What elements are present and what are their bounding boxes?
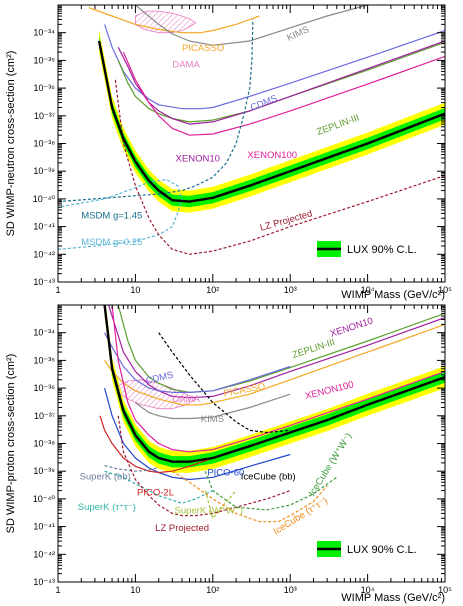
annotation-msdm-g-0-25: MSDM g=0.25 (81, 237, 142, 248)
annotation-xenon100: XENON100 (304, 379, 355, 402)
y-tick-label: 10⁻⁴¹ (33, 522, 55, 532)
annotation-picasso: PICASSO (182, 43, 224, 54)
series-zeplin-iii (117, 41, 445, 123)
y-tick-label: 10⁻⁴³ (33, 577, 55, 587)
plot-area (99, 305, 445, 523)
lux-band-green (99, 35, 445, 208)
y-tick-label: 10⁻⁴⁰ (33, 494, 56, 504)
annotation-pico-60: PICO-60 (207, 467, 244, 478)
series-kims (135, 393, 291, 420)
y-axis-label: SD WIMP-proton cross-section (cm²) (5, 354, 17, 534)
annotation-xenon100: XENON100 (247, 150, 297, 161)
annotation-superk: SuperK (τ⁺τ⁻) (78, 502, 136, 513)
y-tick-label: 10⁻³⁹ (33, 166, 55, 176)
panel-1: 1 10 10² 10³ 10⁴ 10⁵ 10⁻⁴³ 10⁻⁴² 10⁻⁴¹ 10⁻⁴⁰ 10⁻³⁹… (5, 4, 452, 301)
series-msdm-g-0-25 (58, 178, 183, 250)
y-tick-label: 10⁻³⁵ (34, 55, 56, 65)
legend-label: LUX 90% C.L. (347, 544, 417, 556)
region-dama (117, 379, 197, 410)
x-tick-label: 1 (55, 285, 60, 295)
y-axis-label: SD WIMP-neutron cross-section (cm²) (5, 51, 17, 237)
lux-limit-line (97, 40, 445, 203)
plot-area (58, 5, 445, 255)
x-axis-label: WIMP Mass (GeV/c²) (341, 289, 445, 301)
series-pico-2l (99, 415, 214, 474)
y-tick-label: 10⁻⁴⁰ (33, 194, 56, 204)
annotation-zeplin-iii: ZEPLIN-III (291, 337, 337, 361)
annotation-superk-w-w: SuperK (W⁺W⁻) (174, 505, 243, 516)
series-xenon100 (111, 305, 445, 453)
legend-label: LUX 90% C.L. (347, 244, 417, 256)
series-xenon10 (108, 305, 445, 399)
annotation-msdm-g-1-45: MSDM g=1.45 (81, 210, 142, 221)
annotation-icecube: IceCube (τ⁺τ⁻) (271, 495, 329, 537)
y-tick-label: 10⁻³⁸ (33, 139, 55, 149)
annotation-kims: KIMS (285, 24, 311, 43)
y-tick-label: 10⁻⁴² (33, 249, 55, 259)
series-superk-bb (104, 464, 159, 472)
lux-limit-line (103, 305, 445, 463)
series-lz-projected (114, 79, 445, 255)
annotation-kims: KIMS (201, 414, 224, 425)
legend: LUX 90% C.L. (313, 234, 437, 264)
annotation-zeplin-iii: ZEPLIN-III (315, 112, 360, 138)
x-tick-label: 10² (206, 585, 219, 595)
legend: LUX 90% C.L. (313, 534, 437, 564)
annotation-dama: DAMA (172, 394, 200, 405)
y-axis: 10⁻⁴³ 10⁻⁴² 10⁻⁴¹ 10⁻⁴⁰ 10⁻³⁹ 10⁻³⁸ 10⁻³⁷ 10⁻³⁶… (33, 4, 445, 287)
annotation-xenon10: XENON10 (329, 316, 375, 340)
y-tick-label: 10⁻³⁴ (33, 28, 55, 38)
y-tick-label: 10⁻⁴³ (33, 277, 55, 287)
y-tick-label: 10⁻³⁵ (34, 355, 56, 365)
annotation-lz-projected: LZ Projected (259, 208, 314, 233)
x-tick-label: 10⁵ (438, 285, 452, 295)
series-lz-projected (117, 415, 291, 517)
series-zeplin-iii (117, 305, 445, 393)
x-axis-label: WIMP Mass (GeV/c²) (341, 592, 445, 604)
y-tick-label: 10⁻³⁴ (33, 328, 55, 338)
series-icecube (171, 470, 328, 523)
annotation-lz-projected: LZ Projected (155, 523, 209, 534)
x-tick-label: 10⁴ (361, 285, 375, 295)
series-kims (135, 5, 368, 46)
annotation-dama: DAMA (172, 60, 200, 71)
x-tick-label: 10² (206, 285, 219, 295)
x-tick-label: 10³ (284, 585, 297, 595)
series-cdms (104, 332, 291, 393)
y-tick-label: 10⁻³⁶ (34, 83, 56, 93)
y-axis: 10⁻⁴³ 10⁻⁴² 10⁻⁴¹ 10⁻⁴⁰ 10⁻³⁹ 10⁻³⁸ 10⁻³⁷ 10⁻³⁶… (33, 304, 445, 587)
annotation-superk-bb: SuperK (bb) (80, 472, 131, 483)
annotation-xenon10: XENON10 (176, 154, 220, 165)
x-tick-label: 10 (130, 285, 140, 295)
x-axis: 1 10 10² 10³ 10⁴ 10⁵ (55, 305, 452, 595)
x-tick-label: 10⁵ (438, 585, 452, 595)
annotation-icecube-w-w: IceCube (W⁺W⁻) (307, 431, 355, 498)
series-xenon100 (122, 51, 445, 136)
x-tick-label: 10⁴ (361, 585, 375, 595)
x-tick-label: 10³ (284, 285, 297, 295)
y-tick-label: 10⁻³⁷ (34, 111, 55, 121)
annotation-pico-2l: PICO-2L (137, 488, 174, 499)
series-superk-w-w (204, 490, 237, 519)
x-axis: 1 10 10² 10³ 10⁴ 10⁵ (55, 5, 452, 295)
y-tick-label: 10⁻³⁸ (33, 439, 55, 449)
y-tick-label: 10⁻⁴¹ (33, 222, 55, 232)
y-tick-label: 10⁻³⁷ (34, 411, 55, 421)
x-tick-label: 10 (130, 585, 140, 595)
panel-2: 1 10 10² 10³ 10⁴ 10⁵ 10⁻⁴³ 10⁻⁴² 10⁻⁴¹ 10⁻⁴⁰ 10⁻³⁹… (5, 304, 452, 604)
annotation-picasso: PICASSO (223, 381, 267, 399)
annotation-icecube-bb: IceCube (bb) (241, 472, 296, 483)
lux-band-green (104, 305, 445, 468)
y-tick-label: 10⁻⁴² (33, 549, 55, 559)
x-tick-label: 1 (55, 585, 60, 595)
series-picasso (104, 323, 445, 406)
series-xenon10 (117, 40, 445, 125)
annotation-cdms: CDMS (249, 93, 279, 114)
series-msdm-g-1-45 (58, 19, 254, 203)
series-picasso (88, 7, 260, 34)
series-icecube-bb (158, 332, 291, 434)
y-tick-label: 10⁻³⁶ (34, 383, 56, 393)
y-tick-label: 10⁻³⁹ (33, 466, 55, 476)
